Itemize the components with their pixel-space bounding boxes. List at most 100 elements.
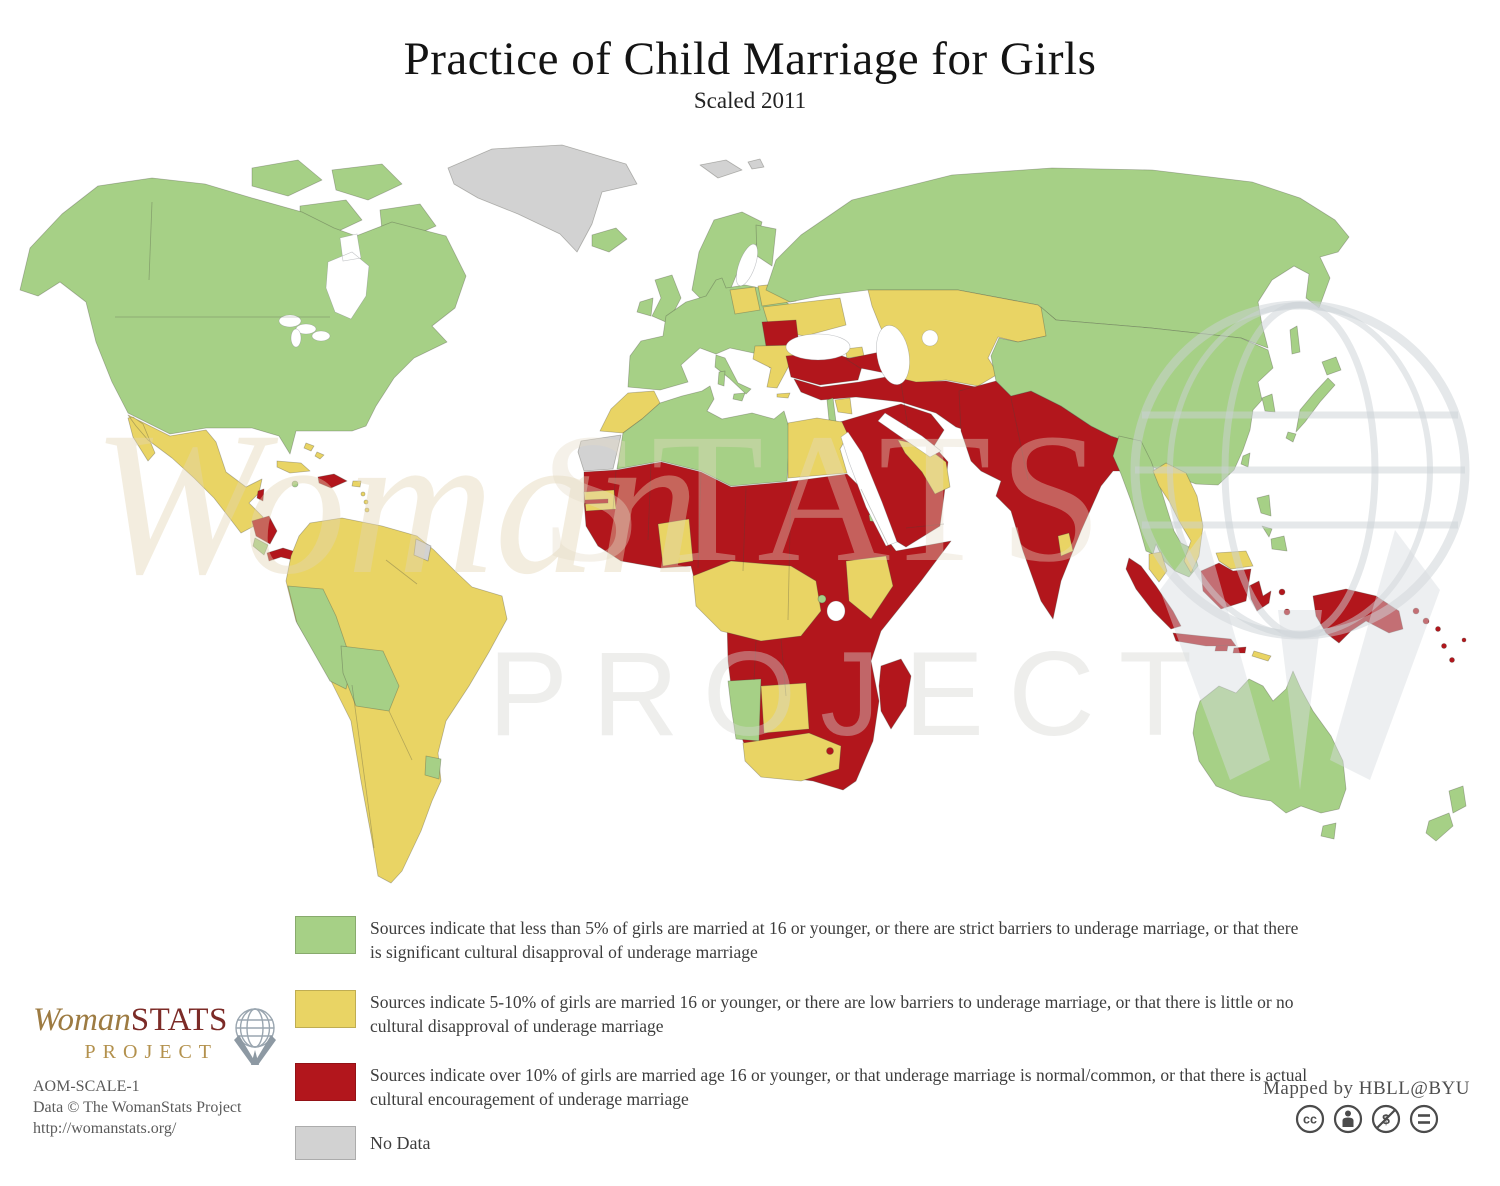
region-taiwan [1240, 452, 1251, 468]
region-solomons-group [1412, 607, 1441, 632]
region-swaziland [826, 747, 834, 755]
region-java [1172, 632, 1237, 647]
water-bodies [278, 233, 942, 622]
region-vanuatu-fiji [1449, 657, 1455, 663]
region-costa-rica [252, 537, 269, 556]
region-crete [776, 392, 791, 399]
region-vanuatu-fiji-group [1441, 637, 1467, 663]
logo-stats-text: STATS [130, 1002, 228, 1038]
country-borders [115, 201, 1029, 849]
womanstats-logo: WomanSTATS PROJECT [33, 1004, 293, 1068]
region-gambia [584, 498, 609, 505]
legend: Sources indicate that less than 5% of gi… [295, 916, 1315, 1186]
legend-label-no-data: No Data [370, 1132, 431, 1153]
region-poland [729, 286, 761, 315]
legend-label-medium: Sources indicate 5-10% of girls are marr… [370, 992, 1294, 1037]
region-italy [714, 354, 752, 395]
region-ireland [636, 297, 654, 317]
globe-hands-icon [234, 1008, 276, 1065]
region-arctic-islands [251, 159, 453, 271]
region-vanuatu-fiji [1461, 637, 1467, 643]
watermark: Woman STATS PROJECT [92, 300, 1470, 790]
watermark-script: Woman [92, 390, 700, 617]
region-nicaragua [251, 515, 278, 545]
legend-label-high: Sources indicate over 10% of girls are m… [370, 1064, 1308, 1109]
baltic-sea [736, 243, 758, 287]
region-lesser-antilles [363, 499, 369, 505]
lake-victoria [826, 600, 846, 622]
watermark-caps: STATS [540, 396, 1110, 601]
region-lesser-antilles-group [360, 491, 370, 513]
watermark-block: PROJECT [488, 627, 1216, 761]
region-svalbard [699, 158, 765, 179]
footer-left: WomanSTATS PROJECT AOM-SCALE-1 Data © Th… [33, 1004, 293, 1139]
region-western-sahara [577, 434, 622, 472]
caspian-sea [876, 325, 910, 385]
legend-item-low: Sources indicate that less than 5% of gi… [295, 916, 1315, 964]
region-algeria-libya [616, 385, 791, 487]
region-timor-leste [1251, 650, 1272, 662]
region-moluccas-group [1278, 588, 1291, 616]
region-jordan [834, 397, 853, 415]
legend-item-no-data: No Data [295, 1125, 1315, 1160]
black-sea [785, 333, 851, 361]
region-namibia [727, 678, 762, 742]
legend-item-high: Sources indicate over 10% of girls are m… [295, 1062, 1315, 1111]
region-south-korea [1261, 393, 1276, 413]
region-ghana-togo-benin [657, 518, 694, 567]
footer-meta: AOM-SCALE-1 Data © The WomanStats Projec… [33, 1076, 293, 1139]
aral-sea [921, 329, 939, 347]
svg-text:cc: cc [1303, 1113, 1317, 1127]
region-finland [755, 224, 777, 267]
map-credit: Mapped by HBLL@BYU [1263, 1078, 1470, 1099]
region-tasmania [1320, 822, 1337, 840]
region-french-guiana [413, 538, 432, 562]
page-subtitle: Scaled 2011 [693, 87, 807, 113]
watermark-globe [1130, 300, 1470, 790]
legend-swatch-low [295, 916, 356, 954]
hudson-bay [325, 233, 370, 320]
region-botswana [760, 682, 810, 734]
page-title: Practice of Child Marriage for Girls [403, 33, 1097, 85]
header: Practice of Child Marriage for Girls Sca… [0, 33, 1500, 114]
region-rwanda [817, 594, 827, 604]
region-sicily [732, 392, 746, 402]
region-sardinia-corsica [717, 370, 726, 387]
region-greenland [447, 144, 638, 253]
region-vanuatu-fiji [1441, 643, 1447, 649]
great-lakes [278, 314, 331, 348]
cc-nd-icon [1409, 1104, 1438, 1134]
footer-right: Mapped by HBLL@BYU cc $ [1263, 1078, 1470, 1141]
cc-icon [1295, 1104, 1324, 1134]
region-kenya [845, 555, 894, 620]
region-iceland [591, 227, 628, 253]
region-lesser-antilles [364, 507, 370, 513]
region-sri-lanka [1057, 532, 1074, 557]
legend-swatch-high [295, 1062, 356, 1101]
region-jamaica [291, 480, 299, 488]
region-solomons [1422, 617, 1430, 625]
region-belize [256, 488, 265, 502]
region-bahamas [303, 442, 325, 460]
region-solomons [1435, 626, 1441, 632]
region-sumatra [1125, 557, 1182, 630]
copyright: Data © The WomanStats Project [33, 1099, 242, 1117]
region-central-africa [692, 560, 822, 642]
region-mexico-central-america [127, 414, 264, 534]
region-cuba [276, 460, 311, 474]
region-lesser-antilles [360, 491, 366, 497]
cc-nc-icon [1371, 1104, 1400, 1134]
world-map: Woman STATS PROJECT [19, 144, 1470, 884]
region-uruguay [424, 755, 442, 780]
region-solomons [1412, 607, 1420, 615]
region-hispaniola [317, 473, 348, 489]
red-sea [840, 431, 898, 547]
source-url[interactable]: http://womanstats.org/ [33, 1120, 177, 1138]
cc-by-icon [1333, 1104, 1362, 1134]
region-moluccas [1278, 588, 1286, 596]
region-puerto-rico [351, 480, 362, 488]
region-sakhalin [1289, 325, 1301, 355]
region-lesser-sunda [1214, 644, 1247, 654]
legend-label-low: Sources indicate that less than 5% of gi… [370, 918, 1299, 963]
persian-gulf [877, 412, 942, 458]
